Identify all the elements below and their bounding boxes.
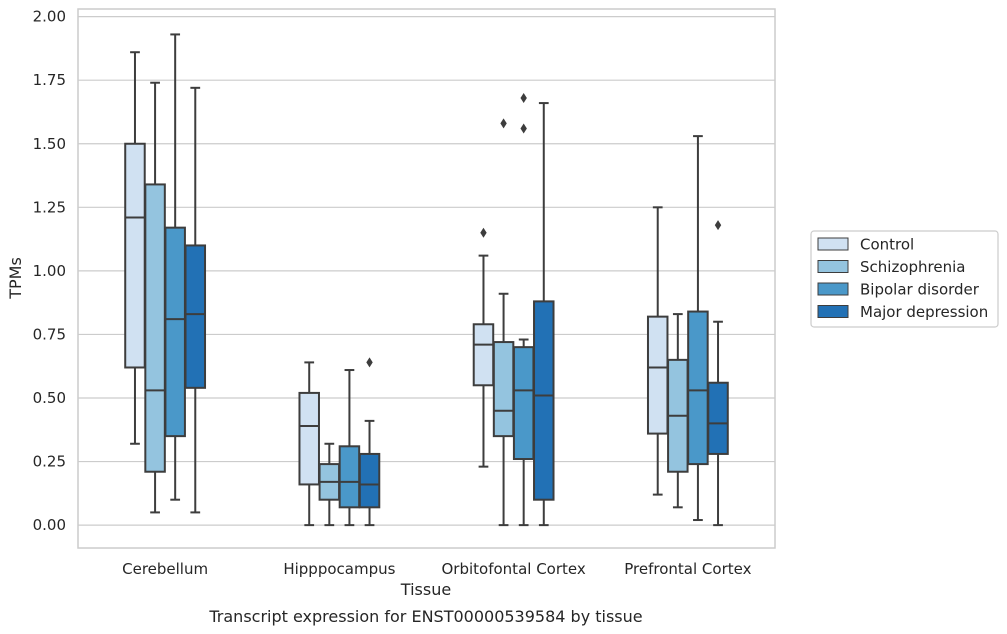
box [472,227,495,468]
legend-item: Bipolar disorder [817,281,980,299]
box-iqr [358,452,381,509]
series-bipolar-disorder [164,33,709,527]
x-tick-label: Hipppocampus [283,560,395,578]
box-iqr [184,244,207,389]
y-tick-label: 0.00 [33,516,66,534]
box [533,102,555,527]
x-axis-label: Tissue [400,580,451,599]
box-iqr [492,341,515,438]
box [144,81,166,514]
y-tick-labels: 0.00 0.25 0.50 0.75 1.00 1.25 1.50 1.75 2.00 [33,8,66,534]
box-iqr [646,315,669,435]
box-iqr [707,381,729,455]
y-tick-label: 1.75 [33,71,66,89]
outlier-point [500,118,507,129]
outlier-point [480,227,487,238]
x-tick-labels: Cerebellum Hipppocampus Orbitofontal Corte… [122,560,751,578]
x-tick-label: Prefrontal Cortex [624,560,751,578]
legend-swatch [817,260,849,273]
legend-item: Major depression [817,303,988,321]
x-tick-label: Cerebellum [122,560,208,578]
chart-caption: Transcript expression for ENST0000053958… [208,607,642,626]
plot-area-frame [77,8,776,549]
box [707,220,729,527]
legend-swatch [817,237,849,251]
legend-frame [810,230,999,328]
box-iqr [472,323,495,387]
box [318,442,341,527]
box [667,313,689,509]
y-tick-label: 1.25 [33,198,66,216]
legend-swatch [817,282,849,296]
y-tick-label: 1.00 [33,262,66,280]
box [164,33,186,501]
series-control [124,51,669,527]
legend-label: Control [860,236,914,254]
box [687,135,709,522]
box-iqr [144,183,166,473]
box-iqr [687,310,709,466]
outlier-point [520,92,527,103]
box-iqr [533,300,555,501]
box [184,86,207,514]
box [358,357,381,527]
legend-label: Major depression [860,303,988,321]
y-tick-label: 2.00 [33,8,66,26]
series-schizophrenia [144,81,689,527]
box-iqr [164,226,186,438]
box [512,92,535,527]
box-series [124,33,729,527]
outlier-point [714,220,722,231]
box-iqr [338,445,361,509]
y-tick-label: 0.75 [33,325,66,343]
series-major-depression [184,86,729,527]
legend-label: Bipolar disorder [860,281,980,299]
box-iqr [298,391,320,486]
y-tick-label: 1.50 [33,135,66,153]
y-tick-label: 0.25 [33,453,66,471]
y-tick-label: 0.50 [33,389,66,407]
x-tick-label: Orbitofontal Cortex [442,560,586,578]
legend-label: Schizophrenia [860,258,965,276]
legend-item: Schizophrenia [817,258,965,276]
box-iqr [124,142,146,369]
outlier-point [520,123,527,134]
y-axis-label: TPMs [6,257,25,300]
legend: Control Schizophrenia Bipolar disorder Majo… [810,230,999,328]
box [298,361,320,527]
box [492,118,515,527]
outlier-point [366,357,373,368]
legend-swatch [817,305,849,318]
legend-item: Control [817,236,914,254]
box [646,206,669,496]
box-iqr [512,346,535,461]
box [338,369,361,527]
box [124,51,146,445]
